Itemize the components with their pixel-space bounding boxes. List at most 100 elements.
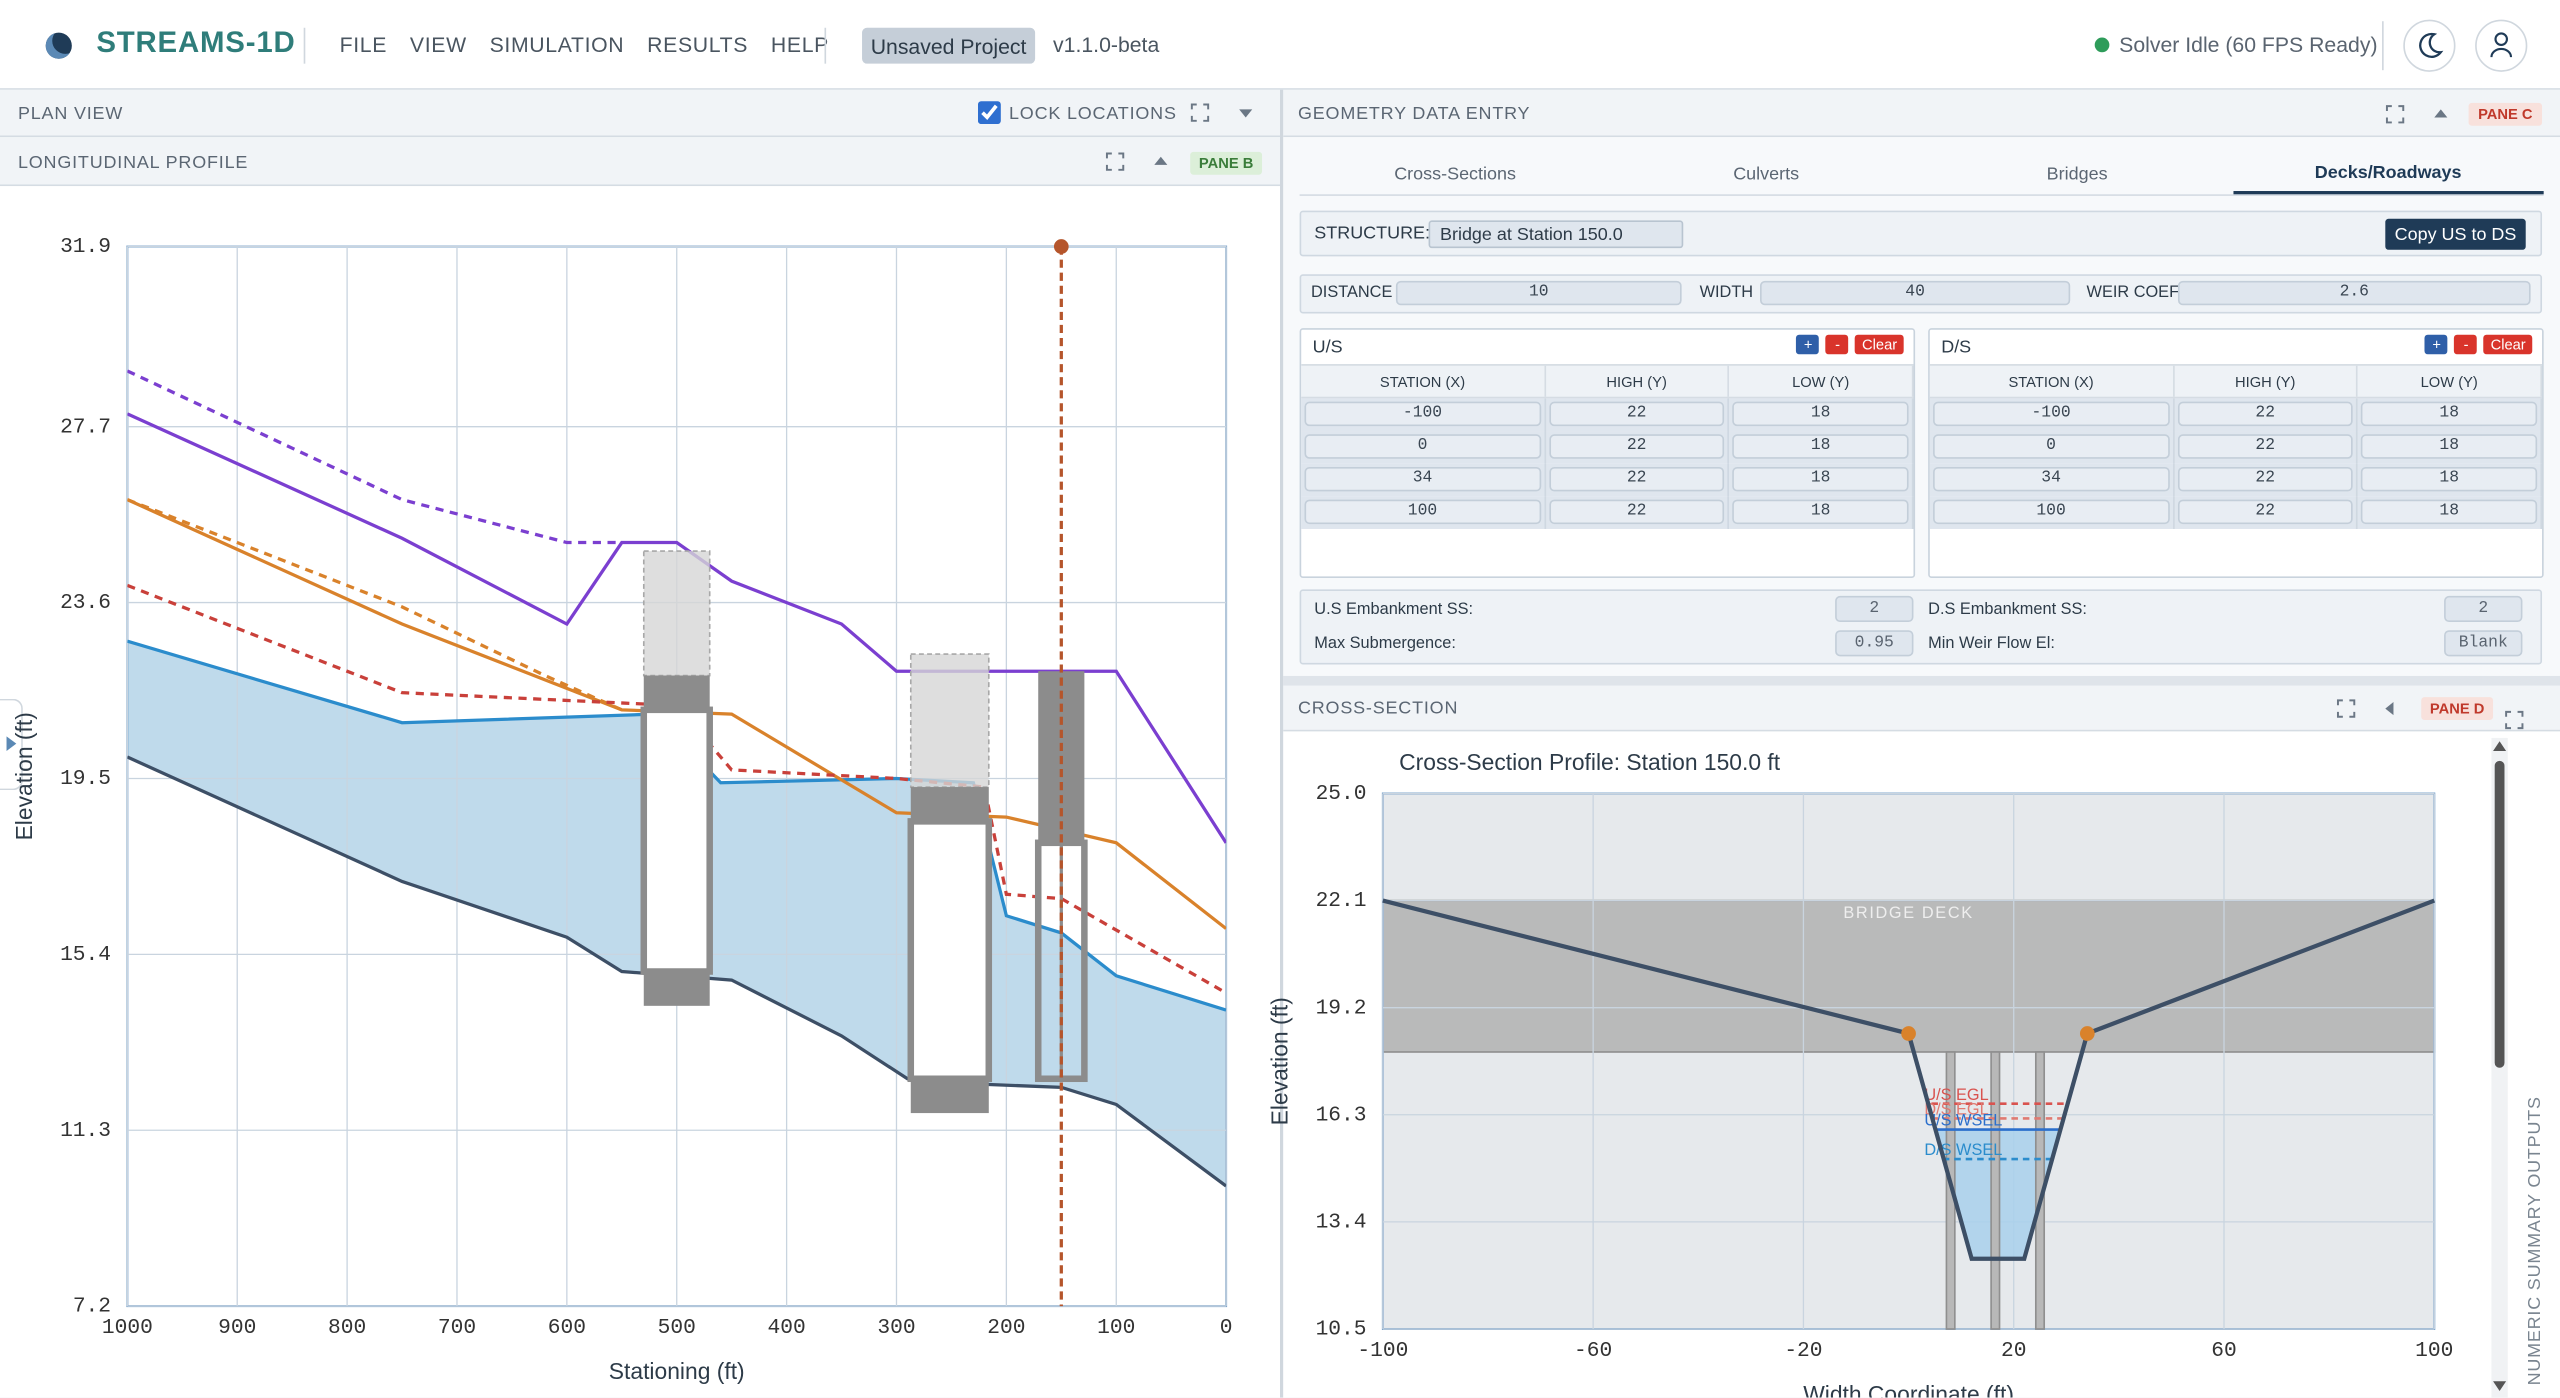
table-row: 100 22 18 bbox=[1929, 496, 2543, 529]
logo bbox=[45, 32, 72, 59]
cell-input[interactable]: 22 bbox=[1548, 499, 1725, 525]
cell-input[interactable]: 22 bbox=[2177, 499, 2354, 525]
cell-input[interactable]: -100 bbox=[1933, 401, 2170, 427]
table-cell: 22 bbox=[1545, 463, 1730, 497]
cell-input[interactable]: 18 bbox=[1732, 401, 1909, 427]
copy-button[interactable]: Copy US to DS bbox=[2385, 218, 2526, 250]
cell-input[interactable]: 18 bbox=[1732, 434, 1909, 459]
column-header: STATION (X) bbox=[1930, 365, 2175, 397]
menu-item[interactable]: RESULTS bbox=[647, 32, 749, 58]
table-cell: 22 bbox=[1545, 496, 1730, 529]
field-label: WEIR COEF bbox=[2086, 284, 2180, 303]
cell-input[interactable]: 18 bbox=[2361, 434, 2538, 459]
table-button[interactable]: - bbox=[2454, 334, 2478, 355]
cell-input[interactable]: 22 bbox=[1548, 401, 1725, 427]
plan-view-bar bbox=[0, 89, 1280, 138]
cell-input[interactable]: 18 bbox=[1732, 499, 1909, 525]
tab[interactable]: Culverts bbox=[1733, 164, 1800, 185]
table-panel: U/S + - Clear STATION (X) HIGH (Y) LOW (Y) -100… bbox=[1299, 328, 1916, 578]
profile-bar bbox=[0, 137, 1280, 187]
field-input[interactable]: 10 bbox=[1395, 280, 1682, 306]
tab[interactable]: Decks/Roadways bbox=[2232, 155, 2544, 195]
cell-input[interactable]: 22 bbox=[2177, 434, 2354, 459]
menu-item[interactable]: FILE bbox=[339, 32, 388, 58]
tab[interactable]: Cross-Sections bbox=[1394, 164, 1516, 185]
table-button[interactable]: + bbox=[1796, 334, 1820, 355]
field-input[interactable]: 2.6 bbox=[2177, 280, 2531, 306]
cross-section-title: CROSS-SECTION bbox=[1297, 698, 1459, 719]
table-cell: 18 bbox=[2358, 398, 2543, 432]
structure-select[interactable]: Bridge at Station 150.0 bbox=[1428, 220, 1684, 249]
menu-item[interactable]: SIMULATION bbox=[489, 32, 625, 58]
project-name[interactable]: Unsaved Project bbox=[862, 27, 1036, 64]
menu-item[interactable]: VIEW bbox=[409, 32, 467, 58]
pane-badge: PANE C bbox=[2468, 102, 2543, 126]
geometry-bar bbox=[1283, 89, 2560, 138]
cell-input[interactable]: 100 bbox=[1933, 499, 2170, 525]
menu: FILE VIEW SIMULATION RESULTS HELP bbox=[340, 33, 829, 57]
geometry-title: GEOMETRY DATA ENTRY bbox=[1297, 104, 1531, 125]
column-header: STATION (X) bbox=[1301, 365, 1546, 397]
table-button[interactable]: + bbox=[2425, 334, 2449, 355]
table-panel: D/S + - Clear STATION (X) HIGH (Y) LOW (Y) -100… bbox=[1928, 328, 2544, 578]
table-button[interactable]: Clear bbox=[1855, 334, 1904, 355]
cell-input[interactable]: 22 bbox=[2177, 466, 2354, 492]
cell-input[interactable]: 100 bbox=[1304, 499, 1541, 525]
table-button[interactable]: - bbox=[1826, 334, 1849, 355]
pane-badge: PANE B bbox=[1190, 151, 1263, 175]
embankment-input[interactable]: 2 bbox=[2444, 595, 2523, 623]
separator bbox=[824, 27, 827, 64]
table-cell: 18 bbox=[2358, 463, 2543, 497]
cell-input[interactable]: 34 bbox=[1933, 466, 2170, 492]
table-cell: 100 bbox=[1301, 496, 1546, 529]
menu-item[interactable]: HELP bbox=[770, 32, 829, 58]
table-cell: 22 bbox=[2174, 398, 2359, 432]
cell-input[interactable]: 34 bbox=[1304, 466, 1541, 492]
table-row: 100 22 18 bbox=[1301, 496, 1914, 529]
user-button[interactable] bbox=[2475, 19, 2528, 72]
structure-row bbox=[1299, 210, 2543, 257]
table-row: 34 22 18 bbox=[1929, 463, 2543, 497]
table-title: U/S bbox=[1312, 337, 1343, 358]
table-cell: 22 bbox=[2174, 496, 2359, 529]
table-cell: 0 bbox=[1930, 431, 2175, 464]
theme-button[interactable] bbox=[2403, 19, 2456, 72]
separator bbox=[303, 27, 306, 64]
cell-input[interactable]: 18 bbox=[2361, 466, 2538, 492]
profile-canvas bbox=[0, 186, 1280, 1398]
embankment-input[interactable]: 2 bbox=[1835, 595, 1914, 623]
column-header: LOW (Y) bbox=[2358, 365, 2543, 397]
cell-input[interactable]: 18 bbox=[2361, 499, 2538, 525]
embankment-input[interactable]: Blank bbox=[2444, 630, 2523, 657]
version: v1.1.0-beta bbox=[1053, 32, 1160, 58]
field-input[interactable]: 40 bbox=[1759, 280, 2071, 306]
table-buttons: + - Clear bbox=[1796, 334, 1904, 355]
column-header: HIGH (Y) bbox=[2174, 365, 2359, 397]
plan-view-title: PLAN VIEW bbox=[17, 104, 124, 125]
cell-input[interactable]: 22 bbox=[1548, 466, 1725, 492]
cell-input[interactable]: 0 bbox=[1933, 434, 2170, 459]
field-label: DISTANCE bbox=[1311, 284, 1393, 303]
lock-label: LOCK LOCATIONS bbox=[1008, 104, 1177, 125]
side-tab[interactable] bbox=[0, 698, 23, 791]
cell-input[interactable]: 22 bbox=[2177, 401, 2354, 427]
tab-row: Cross-Sections Culverts Bridges Decks/Roadw… bbox=[1299, 155, 2544, 196]
embankment-input[interactable]: 0.95 bbox=[1835, 630, 1914, 657]
lock-checkbox[interactable] bbox=[977, 101, 1001, 125]
table-button[interactable]: Clear bbox=[2484, 334, 2533, 355]
table-cell: 0 bbox=[1301, 431, 1546, 464]
cell-input[interactable]: 22 bbox=[1548, 434, 1725, 459]
cell-input[interactable]: -100 bbox=[1304, 401, 1541, 427]
table-title: D/S bbox=[1941, 337, 1972, 358]
field-label: WIDTH bbox=[1699, 284, 1754, 303]
tab[interactable]: Bridges bbox=[2046, 164, 2108, 185]
cell-input[interactable]: 18 bbox=[2361, 401, 2538, 427]
cell-input[interactable]: 0 bbox=[1304, 434, 1541, 459]
embankment-label: Max Submergence: bbox=[1314, 635, 1456, 654]
cell-input[interactable]: 18 bbox=[1732, 466, 1909, 492]
column-header: LOW (Y) bbox=[1729, 365, 1914, 397]
table-row: 0 22 18 bbox=[1929, 431, 2543, 464]
status-dot bbox=[2094, 37, 2110, 53]
structure-label: STRUCTURE: bbox=[1314, 223, 1431, 244]
